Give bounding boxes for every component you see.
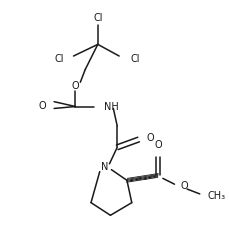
Text: N: N xyxy=(101,162,108,172)
Text: CH₃: CH₃ xyxy=(207,191,226,201)
Text: O: O xyxy=(39,100,46,111)
Text: O: O xyxy=(154,140,162,150)
Text: Cl: Cl xyxy=(54,54,64,64)
Text: O: O xyxy=(180,181,188,191)
Text: O: O xyxy=(72,81,79,91)
Text: Cl: Cl xyxy=(131,54,140,64)
Text: NH: NH xyxy=(104,101,118,112)
Text: Cl: Cl xyxy=(93,13,103,23)
Text: O: O xyxy=(146,133,154,143)
